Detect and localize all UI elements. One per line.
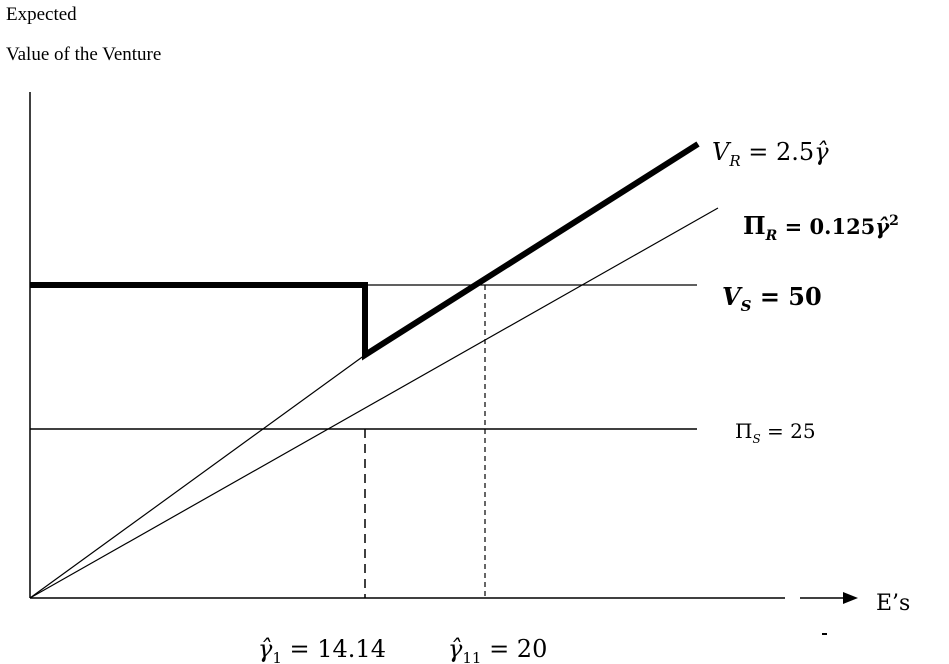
gamma11-label: γ̂11 = 20 [448,635,547,664]
gamma1-label: γ̂1 = 14.14 [258,635,386,664]
vr-label: VR = 2.5γ̂ [712,138,829,170]
x-axis-label: E’s [876,591,910,616]
pis-label: ΠS = 25 [735,419,816,446]
vs-label: VS = 50 [722,282,822,315]
y-axis-label-line1: Expected [6,4,77,25]
pir-ray [29,207,719,599]
y-axis-label-line2: Value of the Venture [6,44,162,65]
pir-label: ΠR = 0.125γ̂2 [743,211,899,244]
max-value-envelope [30,141,700,361]
x-axis-arrowhead [843,592,858,604]
vr-ray [29,354,366,599]
